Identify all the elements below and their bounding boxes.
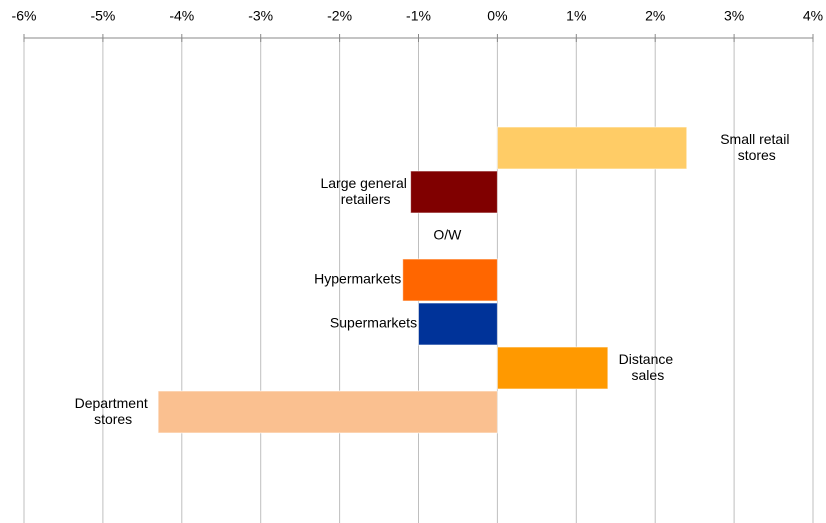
label-line: Small retail (720, 131, 793, 147)
label-line: stores (94, 411, 132, 427)
bar (157, 390, 498, 434)
x-tick-label: 4% (803, 8, 823, 24)
category-label: Small retail stores (720, 131, 793, 163)
label-line: stores (738, 147, 776, 163)
bar (496, 126, 688, 170)
x-tick-label: 2% (645, 8, 665, 24)
label-line: Distance (619, 351, 677, 367)
x-tick-label: -5% (90, 8, 115, 24)
x-tick-label: 0% (487, 8, 507, 24)
label-line: Large general (320, 175, 410, 191)
bar (418, 302, 498, 346)
category-label: Hypermarkets (314, 271, 401, 287)
x-tick-label: 1% (566, 8, 586, 24)
bar (410, 170, 498, 214)
bar (402, 258, 498, 302)
category-label: Department stores (75, 395, 152, 427)
label-line: sales (632, 367, 665, 383)
label-line: retailers (341, 191, 391, 207)
x-tick-label: -2% (327, 8, 352, 24)
label-line: Department (75, 395, 152, 411)
bar (496, 346, 609, 390)
category-label: Large general retailers (320, 175, 410, 207)
category-label: Distance sales (619, 351, 677, 383)
category-label: O/W (433, 227, 462, 243)
x-tick-label: -3% (248, 8, 273, 24)
category-label: Supermarkets (330, 315, 417, 331)
x-tick-label: -6% (12, 8, 37, 24)
x-tick-label: 3% (724, 8, 744, 24)
x-tick-label: -4% (169, 8, 194, 24)
x-tick-label: -1% (406, 8, 431, 24)
